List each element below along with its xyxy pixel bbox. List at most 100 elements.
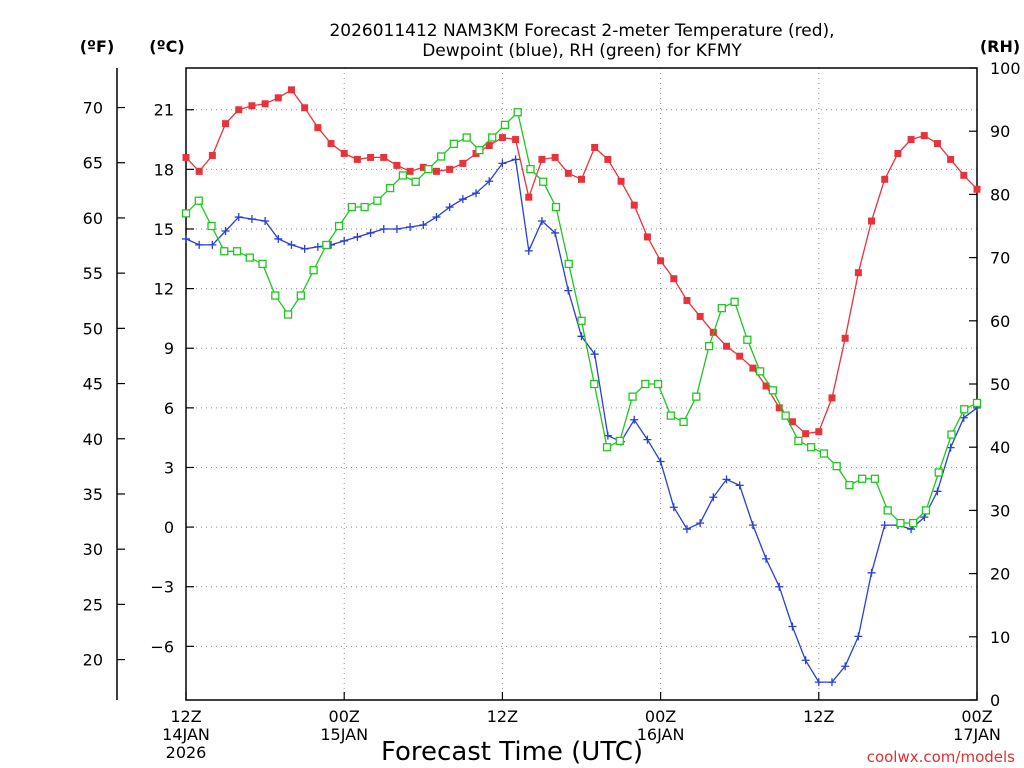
series-1-point-42 (735, 481, 744, 490)
series-0-point-43 (749, 364, 757, 372)
series-2-point-59 (934, 468, 943, 477)
series-1-point-58 (946, 443, 955, 452)
series-0-point-25 (512, 136, 520, 144)
series-2-point-32 (590, 379, 599, 389)
series-1-point-26 (524, 246, 533, 255)
series-0-point-31 (591, 143, 599, 151)
series-2-point-25 (500, 120, 510, 130)
x-tick-label-0-1: 14JAN (162, 725, 210, 744)
series-1-point-8 (287, 240, 296, 249)
celsius-unit-label: (ºC) (149, 37, 184, 56)
series-2-point-21 (449, 139, 459, 148)
series-0-point-59 (960, 171, 968, 179)
series-2-point-50 (819, 449, 829, 458)
credit-label: coolwx.com/models (867, 748, 1015, 766)
rh-tick-label-3: 70 (990, 249, 1010, 268)
fahrenheit-tick-label-6: 40 (83, 430, 103, 449)
rh-tick-label-0: 100 (990, 59, 1021, 78)
series-1-point-34 (630, 415, 639, 424)
series-2-point-37 (653, 379, 663, 389)
series-1-point-14 (366, 228, 375, 237)
series-1-point-16 (392, 224, 401, 233)
series-0-point-49 (828, 394, 836, 402)
series-1-point-35 (643, 435, 652, 444)
rh-unit-label: (RH) (980, 37, 1020, 56)
series-0-point-28 (551, 153, 559, 161)
series-2-point-38 (666, 411, 675, 420)
series-2-point-49 (806, 443, 816, 452)
series-0-point-20 (446, 165, 454, 173)
celsius-tick-label-7: 0 (164, 518, 174, 537)
x-axis-label: Forecast Time (UTC) (381, 737, 643, 767)
celsius-tick-label-3: 12 (154, 280, 174, 299)
series-1-point-15 (379, 224, 388, 233)
series-2-point-48 (794, 436, 803, 446)
series-0-point-44 (762, 382, 770, 390)
rh-tick-label-6: 40 (990, 438, 1010, 457)
series-1-point-23 (485, 177, 494, 186)
series-0-point-41 (723, 342, 731, 350)
series-2-point-60 (947, 430, 956, 439)
fahrenheit-tick-label-5: 45 (83, 375, 103, 394)
series-1-point-28 (551, 228, 560, 237)
series-2-point-0 (181, 209, 191, 218)
series-2-point-23 (475, 146, 484, 155)
fahrenheit-tick-label-3: 55 (83, 264, 103, 283)
series-0-point-18 (419, 163, 427, 171)
series-1-point-40 (709, 493, 718, 502)
series-2-point-36 (641, 379, 650, 389)
series-0-point-56 (920, 132, 928, 140)
series-2-point-51 (832, 462, 841, 471)
x-tick-label-1-1: 15JAN (320, 725, 368, 744)
x-tick-label-5-1: 17JAN (953, 725, 1001, 744)
series-0-point-36 (657, 257, 665, 265)
series-line-0 (185, 89, 978, 435)
celsius-tick-label-4: 9 (164, 339, 174, 358)
fahrenheit-unit-label: (ºF) (80, 37, 115, 56)
series-1-point-18 (419, 221, 428, 230)
series-2-point-29 (551, 202, 561, 212)
series-2-point-44 (743, 335, 752, 344)
series-1-point-2 (208, 240, 217, 249)
series-2-point-1 (194, 196, 203, 205)
fahrenheit-tick-label-1: 65 (83, 154, 103, 173)
series-0-point-30 (578, 175, 585, 183)
series-0-point-47 (802, 430, 810, 438)
series-2-point-10 (309, 266, 318, 275)
series-2-point-46 (768, 386, 778, 395)
series-0-point-42 (736, 352, 744, 360)
series-0-point-23 (485, 142, 493, 150)
series-1-point-9 (300, 244, 309, 253)
series-0-point-53 (881, 175, 889, 183)
fahrenheit-tick-label-9: 25 (83, 595, 103, 614)
series-2-point-19 (424, 164, 433, 174)
series-0-point-4 (235, 106, 243, 114)
series-1-point-3 (221, 226, 230, 235)
series-0 (182, 86, 981, 438)
series-2-point-11 (322, 240, 331, 250)
series-2-point-42 (717, 304, 726, 313)
series-2-point-22 (462, 133, 471, 142)
series-2-point-17 (398, 171, 408, 180)
series-2-point-27 (526, 164, 535, 174)
series-1-point-43 (748, 521, 757, 530)
series-0-point-17 (406, 167, 414, 175)
series-1-point-57 (933, 487, 942, 496)
series-2-point-35 (628, 392, 637, 401)
series-1-point-22 (472, 189, 481, 198)
series-2-point-6 (258, 259, 267, 269)
series-0-point-8 (287, 86, 295, 94)
series-0-point-58 (947, 155, 955, 163)
series-0-point-24 (498, 134, 506, 142)
series-2-point-43 (730, 297, 739, 306)
series-0-point-45 (775, 404, 783, 412)
x-tick-label-3-1: 16JAN (637, 725, 685, 744)
series-1-point-53 (880, 521, 889, 530)
series-0-point-38 (683, 297, 691, 305)
rh-tick-label-4: 60 (990, 312, 1010, 331)
series-line-1 (185, 158, 978, 683)
series-2-point-16 (385, 183, 395, 193)
rh-tick-label-2: 80 (990, 185, 1010, 204)
series-1-point-50 (841, 662, 850, 671)
